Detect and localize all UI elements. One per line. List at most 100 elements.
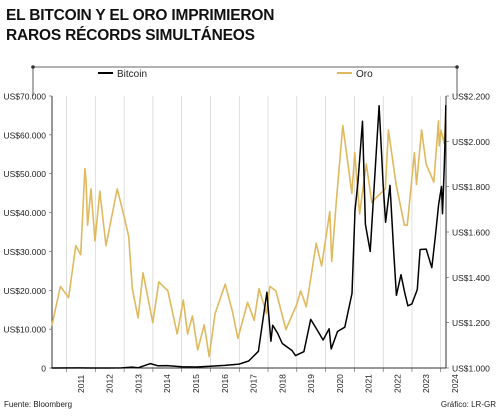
series-group <box>51 104 447 369</box>
data-point-bitcoin <box>51 367 52 368</box>
data-point-oro <box>152 322 153 323</box>
data-point-oro <box>128 236 129 237</box>
y-left-tick-label: US$10.000 <box>3 325 46 335</box>
data-point-bitcoin <box>303 351 304 352</box>
data-point-bitcoin <box>351 293 352 294</box>
data-point-oro <box>117 188 118 189</box>
data-point-oro <box>266 313 267 314</box>
data-point-bitcoin <box>121 367 122 368</box>
data-point-oro <box>407 225 408 226</box>
data-point-bitcoin <box>365 224 366 225</box>
data-point-oro <box>359 213 360 214</box>
data-point-oro <box>68 297 69 298</box>
data-point-oro <box>351 193 352 194</box>
data-point-bitcoin <box>354 210 355 211</box>
x-tick-label: 2018 <box>277 374 287 393</box>
data-point-oro <box>269 286 270 287</box>
data-point-bitcoin <box>138 367 139 368</box>
data-point-bitcoin <box>411 303 412 304</box>
data-point-oro <box>354 152 355 153</box>
data-point-bitcoin <box>282 343 283 344</box>
data-point-bitcoin <box>404 292 405 293</box>
data-point-bitcoin <box>362 121 363 122</box>
y-left-tick-label: US$40.000 <box>3 208 46 218</box>
data-point-bitcoin <box>150 363 151 364</box>
y-right-tick-label: US$1.800 <box>452 182 490 192</box>
data-point-bitcoin <box>431 267 432 268</box>
data-point-oro <box>215 313 216 314</box>
y-right-tick-label: US$1.200 <box>452 318 490 328</box>
chart-title: EL BITCOIN Y EL ORO IMPRIMIERON RAROS RÉ… <box>6 6 306 46</box>
data-point-bitcoin <box>181 366 182 367</box>
data-point-oro <box>142 272 143 273</box>
data-point-oro <box>336 200 337 201</box>
data-point-bitcoin <box>438 204 439 205</box>
data-point-bitcoin <box>426 249 427 250</box>
data-point-oro <box>438 120 439 121</box>
data-point-bitcoin <box>277 332 278 333</box>
x-tick-label: 2019 <box>306 374 316 393</box>
y-left-tick-label: US$50.000 <box>3 169 46 179</box>
data-point-oro <box>94 241 95 242</box>
data-point-bitcoin <box>331 348 332 349</box>
data-point-oro <box>385 188 386 189</box>
legend: Bitcoin Oro <box>98 69 373 80</box>
data-point-oro <box>254 320 255 321</box>
data-point-oro <box>300 290 301 291</box>
data-point-bitcoin <box>224 365 225 366</box>
data-point-oro <box>404 225 405 226</box>
data-point-oro <box>388 129 389 130</box>
data-point-bitcoin <box>167 365 168 366</box>
x-tick-label: 2011 <box>76 374 86 393</box>
data-point-bitcoin <box>383 185 384 186</box>
data-point-oro <box>306 306 307 307</box>
x-tick-label: 2014 <box>162 374 172 393</box>
data-point-oro <box>329 211 330 212</box>
y-left-tick-label: US$20.000 <box>3 286 46 296</box>
data-point-oro <box>87 225 88 226</box>
data-point-bitcoin <box>210 366 211 367</box>
data-point-oro <box>275 290 276 291</box>
data-point-bitcoin <box>357 181 358 182</box>
data-point-oro <box>321 265 322 266</box>
data-point-bitcoin <box>393 251 394 252</box>
x-tick-label: 2015 <box>191 374 201 393</box>
y-right-tick-label: US$1.000 <box>452 364 490 374</box>
data-point-bitcoin <box>90 367 91 368</box>
data-point-bitcoin <box>239 364 240 365</box>
data-point-bitcoin <box>417 289 418 290</box>
data-point-oro <box>237 338 238 339</box>
data-point-oro <box>366 163 367 164</box>
series-line-oro <box>51 111 447 358</box>
data-point-oro <box>396 184 397 185</box>
x-tick-label: 2012 <box>105 374 115 393</box>
data-point-oro <box>225 284 226 285</box>
data-point-oro <box>316 243 317 244</box>
chart-title-line-2: RAROS RÉCORDS SIMULTÁNEOS <box>6 27 255 44</box>
data-point-oro <box>60 286 61 287</box>
y-axis-right-labels: US$1.000 US$1.200 US$1.400 US$1.600 US$1.800… <box>446 92 490 374</box>
x-tick-label: 2020 <box>335 374 345 393</box>
data-point-oro <box>84 168 85 169</box>
data-point-oro <box>296 304 297 305</box>
right-axis-dot <box>455 65 459 69</box>
data-point-bitcoin <box>444 165 445 166</box>
data-point-bitcoin <box>441 186 442 187</box>
y-right-tick-label: US$1.600 <box>452 228 490 238</box>
x-tick-label: 2021 <box>364 374 374 393</box>
data-point-oro <box>90 188 91 189</box>
data-point-bitcoin <box>400 274 401 275</box>
data-point-oro <box>187 333 188 334</box>
data-point-oro <box>421 129 422 130</box>
data-point-bitcoin <box>195 366 196 367</box>
data-point-oro <box>440 129 441 130</box>
data-point-bitcoin <box>258 351 259 352</box>
source-note: Fuente: Bloomberg <box>4 400 73 409</box>
data-point-oro <box>433 182 434 183</box>
x-tick-label: 2024 <box>450 374 460 393</box>
data-point-oro <box>331 261 332 262</box>
data-point-bitcoin <box>385 222 386 223</box>
x-tick-label: 2022 <box>392 374 402 393</box>
data-point-bitcoin <box>131 367 132 368</box>
